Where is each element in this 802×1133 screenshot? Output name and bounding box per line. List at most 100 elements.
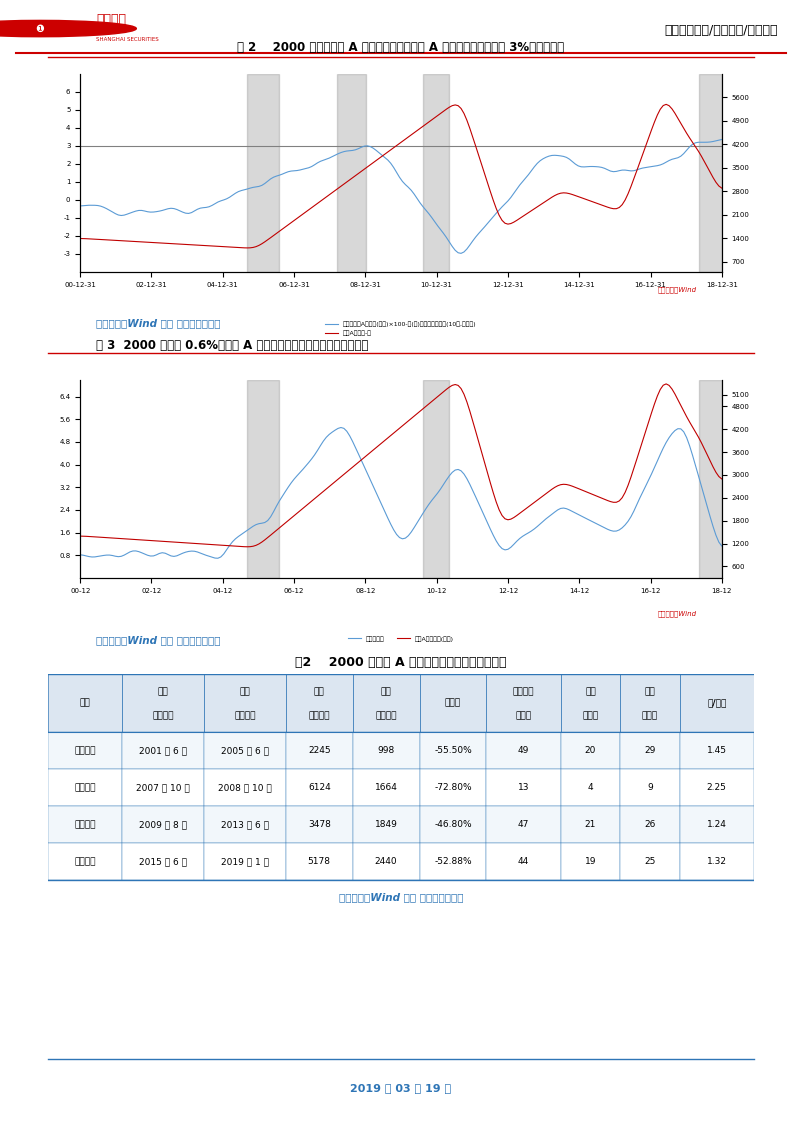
Text: 20: 20	[585, 747, 596, 756]
FancyBboxPatch shape	[679, 843, 754, 880]
FancyBboxPatch shape	[286, 806, 353, 843]
Text: 指数: 指数	[80, 699, 91, 708]
Text: 阴/阳线: 阴/阳线	[707, 699, 727, 708]
FancyBboxPatch shape	[48, 806, 123, 843]
Text: 持续时间: 持续时间	[512, 687, 534, 696]
Text: 2009 年 8 月: 2009 年 8 月	[140, 820, 188, 829]
Text: （最低）: （最低）	[234, 712, 256, 721]
Text: 2007 年 10 月: 2007 年 10 月	[136, 783, 190, 792]
Text: 上证综指: 上证综指	[75, 820, 96, 829]
Text: 2440: 2440	[375, 857, 398, 866]
Text: 44: 44	[518, 857, 529, 866]
Text: 时间: 时间	[240, 687, 250, 696]
Text: 2245: 2245	[308, 747, 330, 756]
Bar	[699, 380, 722, 578]
FancyBboxPatch shape	[620, 674, 679, 732]
Text: -46.80%: -46.80%	[434, 820, 472, 829]
Text: 25: 25	[644, 857, 655, 866]
Text: 阴线: 阴线	[645, 687, 655, 696]
Text: 图 2    2000 年以来历次 A 股市场的底部均处于 A 股的相对收益率达到 3%上方的区间: 图 2 2000 年以来历次 A 股市场的底部均处于 A 股的相对收益率达到 3…	[237, 41, 565, 54]
Text: 2.25: 2.25	[707, 783, 727, 792]
Text: 证券研究报告/策略研究/专题研究: 证券研究报告/策略研究/专题研究	[664, 24, 778, 37]
Bar	[247, 74, 279, 272]
Text: ❶: ❶	[36, 24, 44, 34]
FancyBboxPatch shape	[48, 732, 123, 769]
FancyBboxPatch shape	[205, 769, 286, 806]
Legend: 市盈益率万A指指数(倒数)×100-中(债)国通利债收益率(10年,靠右轴), 中万A指指数-图: 市盈益率万A指指数(倒数)×100-中(债)国通利债收益率(10年,靠右轴), …	[323, 318, 479, 338]
Text: 上证综指: 上证综指	[75, 747, 96, 756]
Text: SHANGHAI SECURITIES: SHANGHAI SECURITIES	[96, 37, 159, 42]
FancyBboxPatch shape	[48, 843, 123, 880]
Text: 2019 年 03 月 19 日: 2019 年 03 月 19 日	[350, 1083, 452, 1092]
Text: 2005 年 6 月: 2005 年 6 月	[221, 747, 269, 756]
FancyBboxPatch shape	[205, 806, 286, 843]
FancyBboxPatch shape	[561, 806, 620, 843]
Text: （最高）: （最高）	[152, 712, 174, 721]
Text: -52.88%: -52.88%	[434, 857, 472, 866]
FancyBboxPatch shape	[205, 732, 286, 769]
Text: 数据来源：Wind 资讯 上海证券研究所: 数据来源：Wind 资讯 上海证券研究所	[338, 893, 464, 902]
Text: 2008 年 10 月: 2008 年 10 月	[218, 783, 272, 792]
FancyBboxPatch shape	[353, 769, 419, 806]
Text: 图 3  2000 年以来 0.6%左右的 A 股市场日均换手率为其地量地价水平: 图 3 2000 年以来 0.6%左右的 A 股市场日均换手率为其地量地价水平	[96, 339, 369, 352]
Text: 2013 年 6 月: 2013 年 6 月	[221, 820, 269, 829]
Text: （月）: （月）	[516, 712, 532, 721]
Text: 9: 9	[647, 783, 653, 792]
Text: 3478: 3478	[308, 820, 330, 829]
Text: 1849: 1849	[375, 820, 398, 829]
Legend: 日均换手率, 亿万A股指数月(右轴): 日均换手率, 亿万A股指数月(右轴)	[346, 633, 456, 644]
Text: 5178: 5178	[308, 857, 330, 866]
Text: 2015 年 6 月: 2015 年 6 月	[140, 857, 188, 866]
FancyBboxPatch shape	[487, 732, 561, 769]
Text: 13: 13	[518, 783, 529, 792]
Text: 点位: 点位	[381, 687, 391, 696]
Text: 29: 29	[644, 747, 655, 756]
Text: 1.45: 1.45	[707, 747, 727, 756]
Text: 26: 26	[644, 820, 655, 829]
FancyBboxPatch shape	[48, 769, 123, 806]
Text: 数据来源：Wind 资讯 上海证券研究所: 数据来源：Wind 资讯 上海证券研究所	[96, 318, 221, 327]
Text: （最高）: （最高）	[309, 712, 330, 721]
FancyBboxPatch shape	[561, 732, 620, 769]
FancyBboxPatch shape	[353, 843, 419, 880]
Text: -72.80%: -72.80%	[434, 783, 472, 792]
FancyBboxPatch shape	[561, 843, 620, 880]
Text: 数据来源：Wind 资讯 上海证券研究所: 数据来源：Wind 资讯 上海证券研究所	[96, 636, 221, 645]
Text: 49: 49	[518, 747, 529, 756]
FancyBboxPatch shape	[286, 769, 353, 806]
FancyBboxPatch shape	[419, 843, 487, 880]
Text: 上海证券: 上海证券	[96, 12, 126, 26]
FancyBboxPatch shape	[487, 806, 561, 843]
FancyBboxPatch shape	[286, 732, 353, 769]
FancyBboxPatch shape	[620, 732, 679, 769]
Text: （月）: （月）	[582, 712, 598, 721]
FancyBboxPatch shape	[48, 674, 123, 732]
Circle shape	[0, 20, 136, 36]
FancyBboxPatch shape	[679, 769, 754, 806]
Bar	[699, 74, 722, 272]
FancyBboxPatch shape	[620, 806, 679, 843]
FancyBboxPatch shape	[487, 674, 561, 732]
Text: -55.50%: -55.50%	[434, 747, 472, 756]
FancyBboxPatch shape	[620, 769, 679, 806]
FancyBboxPatch shape	[419, 732, 487, 769]
Text: （最低）: （最低）	[375, 712, 397, 721]
FancyBboxPatch shape	[620, 843, 679, 880]
FancyBboxPatch shape	[419, 674, 487, 732]
FancyBboxPatch shape	[679, 674, 754, 732]
Text: 998: 998	[378, 747, 395, 756]
FancyBboxPatch shape	[123, 674, 205, 732]
FancyBboxPatch shape	[419, 769, 487, 806]
Text: 2001 年 6 月: 2001 年 6 月	[140, 747, 188, 756]
FancyBboxPatch shape	[205, 843, 286, 880]
FancyBboxPatch shape	[123, 732, 205, 769]
Text: 上证综指: 上证综指	[75, 857, 96, 866]
FancyBboxPatch shape	[679, 732, 754, 769]
Bar	[247, 380, 279, 578]
Text: 47: 47	[518, 820, 529, 829]
FancyBboxPatch shape	[123, 843, 205, 880]
Text: 2019 年 1 月: 2019 年 1 月	[221, 857, 269, 866]
FancyBboxPatch shape	[419, 806, 487, 843]
Text: 1.32: 1.32	[707, 857, 727, 866]
FancyBboxPatch shape	[487, 843, 561, 880]
